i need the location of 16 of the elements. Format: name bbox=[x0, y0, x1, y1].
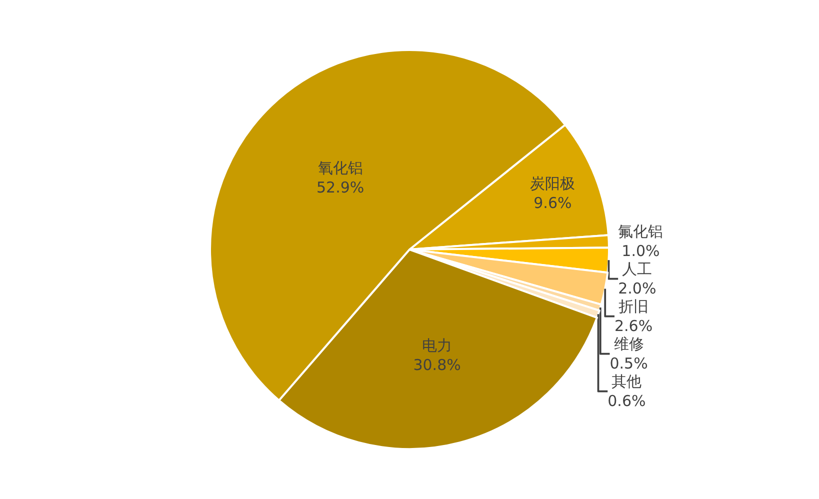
slice-label: 折旧 bbox=[618, 298, 649, 316]
data-label: 0.5% bbox=[610, 354, 648, 373]
data-label: 2.0% bbox=[618, 280, 656, 298]
slice-label: 维修 bbox=[614, 335, 644, 354]
data-label: 0.6% bbox=[608, 392, 646, 410]
data-label: 2.6% bbox=[614, 317, 653, 336]
data-label: 9.6% bbox=[534, 194, 572, 212]
data-label: 1.0% bbox=[622, 242, 660, 260]
slice-label: 电力 bbox=[422, 336, 452, 355]
slice-label: 炭阳极 bbox=[530, 174, 576, 193]
slice-label: 氧化铝 bbox=[318, 158, 363, 177]
data-label: 52.9% bbox=[316, 178, 364, 196]
slice-label: 其他 bbox=[612, 372, 642, 391]
slice-label: 人工 bbox=[622, 260, 652, 278]
slice-label: 氟化铝 bbox=[618, 222, 664, 241]
data-label: 30.8% bbox=[413, 356, 461, 374]
